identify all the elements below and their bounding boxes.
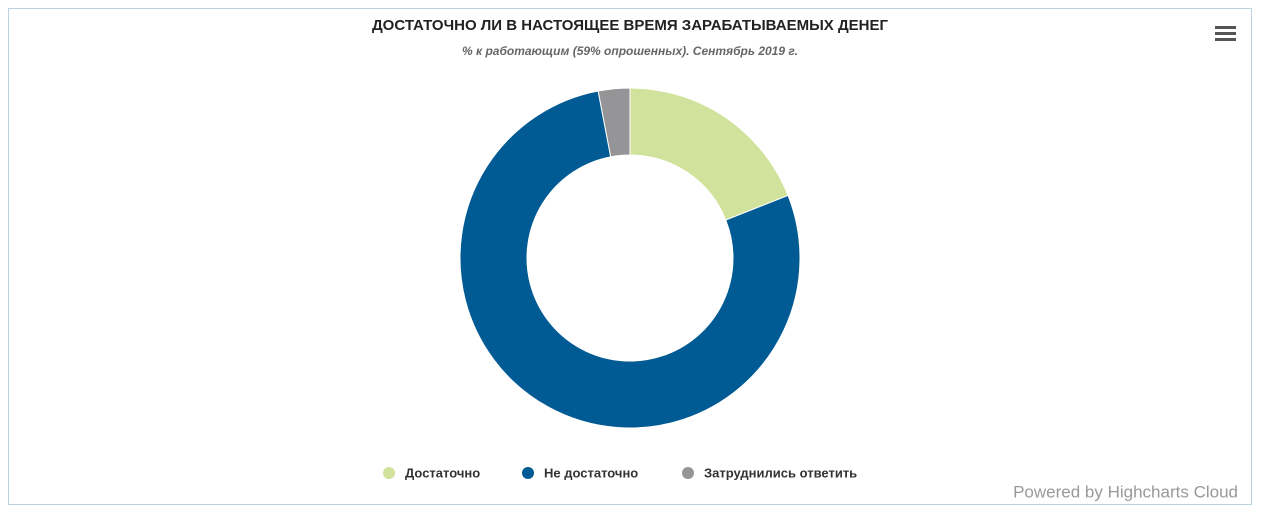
legend-label[interactable]: Достаточно	[405, 465, 480, 480]
legend-symbol[interactable]	[682, 467, 694, 479]
menu-bar	[1215, 38, 1236, 41]
legend-label[interactable]: Затруднились ответить	[704, 465, 857, 480]
menu-bar	[1215, 32, 1236, 35]
legend-symbol[interactable]	[383, 467, 395, 479]
legend-symbol[interactable]	[522, 467, 534, 479]
chart-frame	[8, 8, 1252, 505]
menu-button[interactable]	[1215, 26, 1236, 41]
pie-slice[interactable]	[597, 87, 631, 158]
pie-slice[interactable]	[459, 90, 801, 429]
chart-subtitle: % к работающим (59% опрошенных). Сентябр…	[462, 44, 798, 58]
legend-label[interactable]: Не достаточно	[544, 465, 638, 480]
credits[interactable]: Powered by Highcharts Cloud	[1013, 482, 1238, 501]
menu-bar	[1215, 26, 1236, 29]
chart-title: ДОСТАТОЧНО ЛИ В НАСТОЯЩЕЕ ВРЕМЯ ЗАРАБАТЫ…	[372, 17, 888, 34]
